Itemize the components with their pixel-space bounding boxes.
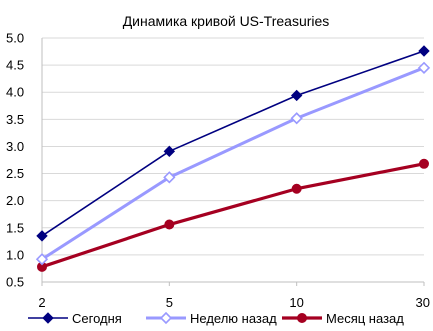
series-line-2	[42, 164, 424, 267]
y-tick-label-6: 3.5	[6, 112, 24, 127]
series-layer	[37, 46, 429, 271]
y-tick-label-1: 1.0	[6, 247, 24, 262]
data-point-2-1	[165, 220, 174, 229]
y-tick-label-7: 4.0	[6, 85, 24, 100]
legend-item-2: Месяц назад	[282, 311, 404, 326]
data-point-2-3	[420, 159, 429, 168]
grid-lines	[42, 38, 424, 282]
legend-marker-1	[161, 313, 171, 323]
x-tick-label-2: 10	[289, 295, 303, 310]
legend: Сегодня Неделю назад Месяц назад	[28, 311, 404, 326]
axes	[42, 38, 424, 282]
legend-marker-0	[43, 313, 53, 323]
y-axis-ticks: 0.5 1.0 1.5 2.0 2.5 3.0 3.5 4.0 4.5 5.0	[6, 31, 24, 290]
data-point-1-2	[292, 113, 302, 123]
legend-label-0: Сегодня	[72, 311, 122, 326]
legend-marker-2	[298, 314, 307, 323]
legend-item-0: Сегодня	[28, 311, 122, 326]
y-tick-label-4: 2.5	[6, 166, 24, 181]
y-tick-label-0: 0.5	[6, 275, 24, 290]
x-axis-ticks: 2 5 10 30	[38, 282, 430, 310]
data-point-0-0	[37, 231, 47, 241]
x-tick-label-1: 5	[166, 295, 173, 310]
legend-label-2: Месяц назад	[326, 311, 404, 326]
y-tick-label-2: 1.5	[6, 220, 24, 235]
x-tick-label-3: 30	[416, 295, 430, 310]
y-tick-label-5: 3.0	[6, 139, 24, 154]
y-tick-label-8: 4.5	[6, 58, 24, 73]
legend-item-1: Неделю назад	[146, 311, 277, 326]
series-1	[37, 63, 429, 264]
legend-label-1: Неделю назад	[190, 311, 277, 326]
data-point-2-2	[292, 184, 301, 193]
data-point-1-3	[419, 63, 429, 73]
data-point-0-1	[164, 146, 174, 156]
y-tick-label-3: 2.0	[6, 193, 24, 208]
y-tick-label-9: 5.0	[6, 31, 24, 46]
series-0	[37, 46, 429, 241]
data-point-0-3	[419, 46, 429, 56]
x-tick-label-0: 2	[38, 295, 45, 310]
series-line-1	[42, 68, 424, 259]
chart-title: Динамика кривой US-Treasuries	[123, 13, 330, 29]
